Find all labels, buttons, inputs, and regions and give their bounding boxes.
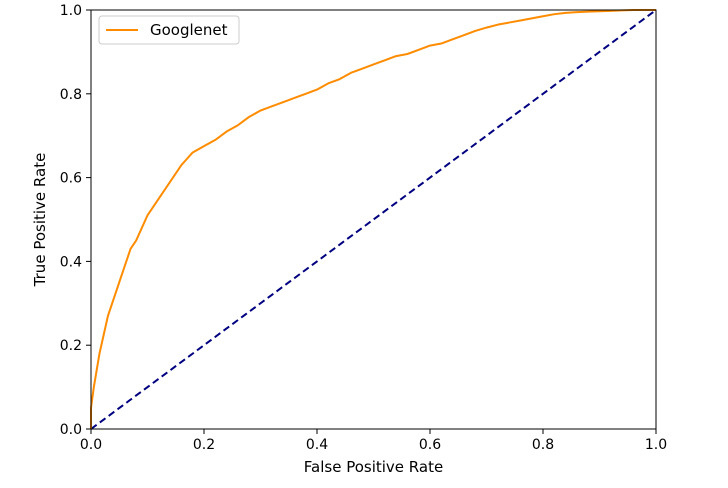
y-axis-label: True Positive Rate — [31, 153, 49, 288]
plot-area — [90, 9, 657, 430]
x-tick-label: 0.6 — [419, 437, 441, 453]
x-axis-label: False Positive Rate — [304, 458, 443, 476]
y-tick-label: 0.4 — [60, 254, 82, 270]
x-tick-label: 0.2 — [193, 437, 215, 453]
y-tick-label: 0.0 — [60, 422, 82, 438]
y-tick-label: 0.6 — [60, 171, 82, 187]
y-tick-label: 0.8 — [60, 87, 82, 103]
legend: Googlenet — [98, 15, 240, 45]
axes: 0.0 0.2 0.4 0.6 0.8 1.0 0.0 0.2 0.4 0.6 0.8 1.0 — [60, 3, 667, 453]
series-line-googlenet — [90, 9, 656, 429]
y-tick-label: 0.2 — [60, 338, 82, 354]
x-tick-label: 1.0 — [645, 437, 667, 453]
y-tick-label: 1.0 — [60, 3, 82, 19]
legend-box — [98, 15, 240, 45]
x-tick-label: 0.0 — [80, 437, 102, 453]
axes-frame — [90, 9, 657, 430]
x-tick-label: 0.8 — [532, 437, 554, 453]
x-tick-label: 0.4 — [306, 437, 328, 453]
series-line-chance — [90, 9, 657, 430]
legend-label: Googlenet — [150, 21, 228, 39]
